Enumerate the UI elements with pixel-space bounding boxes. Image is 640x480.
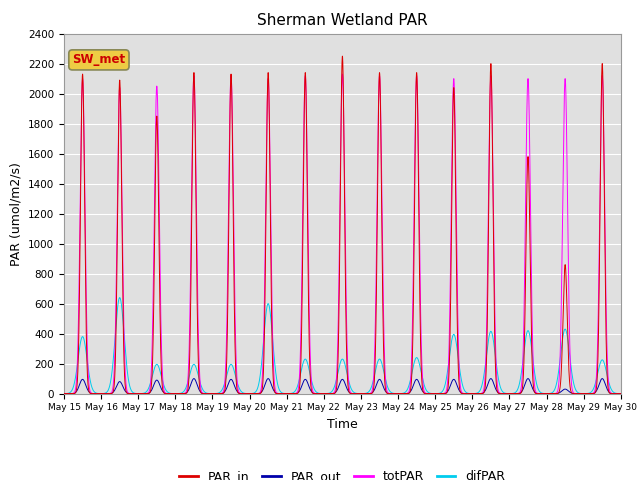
Legend: PAR_in, PAR_out, totPAR, difPAR: PAR_in, PAR_out, totPAR, difPAR bbox=[174, 465, 511, 480]
X-axis label: Time: Time bbox=[327, 418, 358, 431]
Title: Sherman Wetland PAR: Sherman Wetland PAR bbox=[257, 13, 428, 28]
Y-axis label: PAR (umol/m2/s): PAR (umol/m2/s) bbox=[10, 162, 22, 265]
Text: SW_met: SW_met bbox=[72, 53, 125, 66]
